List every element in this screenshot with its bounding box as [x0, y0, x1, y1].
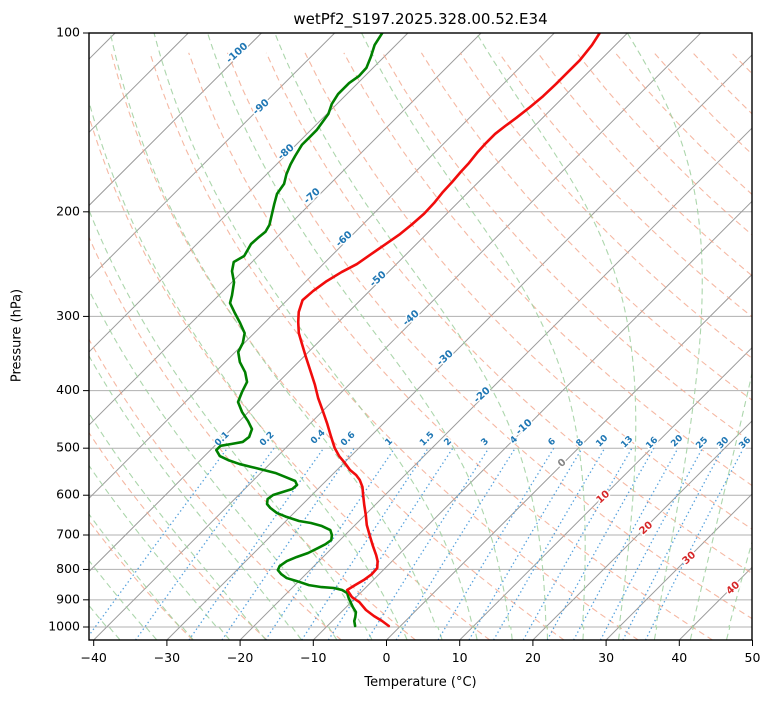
svg-text:10: 10: [452, 650, 468, 665]
svg-text:-50: -50: [368, 269, 389, 289]
svg-text:-60: -60: [334, 229, 355, 249]
dewpoint-curve: [215, 33, 384, 628]
svg-text:6: 6: [547, 437, 559, 449]
svg-text:0.6: 0.6: [339, 430, 357, 448]
svg-text:1: 1: [384, 437, 396, 449]
svg-text:500: 500: [56, 440, 80, 455]
svg-text:300: 300: [56, 308, 80, 323]
svg-text:-10: -10: [514, 417, 535, 437]
y-axis-label: Pressure (hPa): [9, 288, 25, 383]
svg-text:30: 30: [715, 435, 731, 451]
svg-text:-30: -30: [435, 348, 456, 368]
svg-text:400: 400: [56, 382, 80, 397]
svg-text:−30: −30: [154, 650, 180, 665]
dry-adiabats: [89, 52, 752, 640]
svg-text:40: 40: [671, 650, 687, 665]
svg-text:8: 8: [575, 438, 587, 450]
chart-title: wetPf2_S197.2025.328.00.52.E34: [293, 10, 548, 28]
svg-text:20: 20: [525, 650, 541, 665]
svg-text:36: 36: [737, 435, 753, 451]
svg-text:10: 10: [594, 489, 612, 507]
isobar-gridlines: [89, 32, 752, 628]
svg-text:700: 700: [56, 526, 80, 541]
svg-text:600: 600: [56, 487, 80, 502]
svg-text:200: 200: [56, 203, 80, 218]
svg-text:−40: −40: [81, 650, 107, 665]
svg-text:1000: 1000: [48, 619, 80, 634]
svg-text:100: 100: [56, 25, 80, 40]
svg-text:10: 10: [594, 433, 610, 449]
svg-text:−20: −20: [227, 650, 253, 665]
svg-text:4: 4: [509, 435, 521, 447]
svg-text:800: 800: [56, 561, 80, 576]
temperature-curve: [296, 33, 601, 628]
svg-text:-100: -100: [224, 41, 250, 66]
svg-text:−10: −10: [300, 650, 326, 665]
svg-text:-20: -20: [472, 385, 493, 405]
svg-text:25: 25: [694, 435, 710, 451]
svg-text:-90: -90: [251, 97, 272, 117]
plot-frame: [88, 32, 753, 641]
svg-text:30: 30: [598, 650, 614, 665]
svg-text:0.4: 0.4: [309, 428, 327, 446]
svg-text:40: 40: [724, 580, 742, 598]
svg-text:0.2: 0.2: [258, 430, 276, 448]
svg-text:-40: -40: [401, 308, 422, 328]
svg-text:16: 16: [644, 435, 660, 451]
moist-adiabats: [89, 33, 752, 640]
svg-text:900: 900: [56, 591, 80, 606]
svg-text:0: 0: [383, 650, 391, 665]
svg-text:-70: -70: [302, 186, 323, 206]
x-axis-label: Temperature (°C): [364, 675, 477, 690]
isotherm-lines: [89, 33, 752, 640]
svg-text:50: 50: [745, 650, 761, 665]
svg-text:3: 3: [480, 437, 492, 449]
